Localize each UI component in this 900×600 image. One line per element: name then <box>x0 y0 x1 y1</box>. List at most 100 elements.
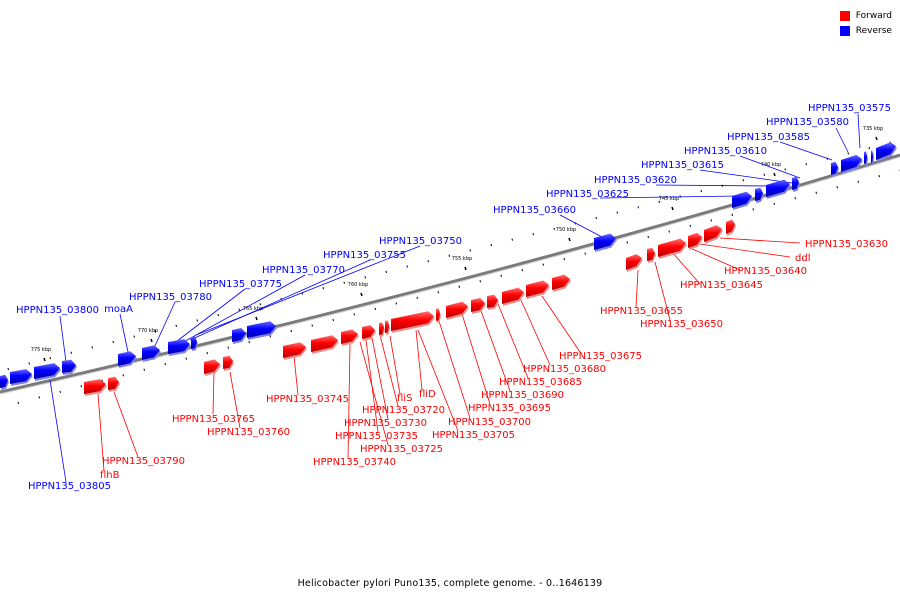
reverse-gene-arrow[interactable] <box>191 336 197 349</box>
forward-gene-label-ddl[interactable]: ddl <box>795 253 810 264</box>
reverse-gene-arrow[interactable] <box>864 151 867 164</box>
forward-gene-arrow[interactable] <box>658 238 686 257</box>
reverse-gene-arrow[interactable] <box>871 150 873 163</box>
forward-gene-arrow[interactable] <box>552 274 570 290</box>
forward-gene-label-hppn135-03735[interactable]: HPPN135_03735 <box>335 431 418 442</box>
forward-gene-label-hppn135-03705[interactable]: HPPN135_03705 <box>432 430 515 441</box>
forward-gene-label-hppn135-03655[interactable]: HPPN135_03655 <box>600 306 683 317</box>
reverse-gene-arrow[interactable] <box>0 374 8 388</box>
reverse-gene-label-hppn135-03660[interactable]: HPPN135_03660 <box>493 205 576 216</box>
forward-gene-label-hppn135-03765[interactable]: HPPN135_03765 <box>172 414 255 425</box>
forward-gene-arrow[interactable] <box>471 298 485 312</box>
minor-tick <box>710 219 712 222</box>
scale-tick-label: 760 kbp <box>348 282 368 288</box>
label-connectors <box>49 113 861 483</box>
minor-tick <box>511 238 513 241</box>
legend: Forward Reverse <box>839 8 892 38</box>
forward-gene-arrow[interactable] <box>379 322 384 335</box>
forward-gene-arrow[interactable] <box>647 247 655 261</box>
forward-gene-arrow[interactable] <box>204 359 220 374</box>
forward-gene-label-hppn135-03640[interactable]: HPPN135_03640 <box>724 266 807 277</box>
forward-gene-arrow[interactable] <box>223 355 233 369</box>
reverse-gene-arrow[interactable] <box>10 369 32 384</box>
reverse-gene-arrow[interactable] <box>168 339 190 354</box>
forward-gene-label-hppn135-03695[interactable]: HPPN135_03695 <box>468 403 551 414</box>
reverse-gene-arrow[interactable] <box>831 161 838 175</box>
reverse-gene-arrow[interactable] <box>792 176 799 190</box>
forward-gene-arrow[interactable] <box>84 379 106 394</box>
forward-gene-label-hppn135-03680[interactable]: HPPN135_03680 <box>523 364 606 375</box>
scale-tick-label: 770 kbp <box>138 328 158 334</box>
reverse-gene-label-hppn135-03805[interactable]: HPPN135_03805 <box>28 481 111 492</box>
forward-gene-label-hppn135-03760[interactable]: HPPN135_03760 <box>207 427 290 438</box>
forward-gene-label-hppn135-03740[interactable]: HPPN135_03740 <box>313 457 396 468</box>
forward-gene-label-hppn135-03690[interactable]: HPPN135_03690 <box>481 390 564 401</box>
forward-gene-label-hppn135-03685[interactable]: HPPN135_03685 <box>499 377 582 388</box>
reverse-gene-label-hppn135-03770[interactable]: HPPN135_03770 <box>262 265 345 276</box>
scale-tick-label: 750 kbp <box>556 227 576 233</box>
minor-tick <box>668 230 670 233</box>
forward-gene-label-hppn135-03650[interactable]: HPPN135_03650 <box>640 319 723 330</box>
reverse-gene-arrow[interactable] <box>755 187 763 201</box>
forward-gene-label-hppn135-03790[interactable]: HPPN135_03790 <box>102 456 185 467</box>
reverse-gene-arrow[interactable] <box>34 363 60 379</box>
forward-gene-label-hppn135-03725[interactable]: HPPN135_03725 <box>360 444 443 455</box>
reverse-gene-arrow[interactable] <box>232 328 246 342</box>
forward-gene-label-hppn135-03700[interactable]: HPPN135_03700 <box>448 417 531 428</box>
forward-gene-label-hppn135-03745[interactable]: HPPN135_03745 <box>266 394 349 405</box>
forward-gene-arrow[interactable] <box>487 294 498 308</box>
forward-gene-label-hppn135-03730[interactable]: HPPN135_03730 <box>344 418 427 429</box>
forward-gene-arrow[interactable] <box>726 219 735 234</box>
forward-gene-arrow[interactable] <box>362 325 375 339</box>
reverse-gene-label-hppn135-03625[interactable]: HPPN135_03625 <box>546 189 629 200</box>
forward-gene-label-flhb[interactable]: flhB <box>100 470 120 481</box>
major-tick <box>568 237 571 242</box>
forward-gene-label-hppn135-03645[interactable]: HPPN135_03645 <box>680 280 763 291</box>
forward-gene-label-flid[interactable]: fliD <box>419 389 436 400</box>
forward-gene-label-hppn135-03675[interactable]: HPPN135_03675 <box>559 351 642 362</box>
forward-gene-arrow[interactable] <box>626 254 642 270</box>
forward-gene-label-hppn135-03720[interactable]: HPPN135_03720 <box>362 405 445 416</box>
reverse-gene-label-hppn135-03575[interactable]: HPPN135_03575 <box>808 103 891 114</box>
reverse-gene-arrow[interactable] <box>841 154 862 172</box>
forward-gene-label-flis[interactable]: fliS <box>397 393 412 404</box>
reverse-gene-arrow[interactable] <box>732 191 752 208</box>
forward-gene-arrow[interactable] <box>526 280 549 297</box>
forward-gene-arrow[interactable] <box>436 308 440 321</box>
reverse-gene-label-hppn135-03750[interactable]: HPPN135_03750 <box>379 236 462 247</box>
reverse-gene-connector <box>59 315 67 363</box>
forward-gene-arrow[interactable] <box>108 376 119 390</box>
reverse-gene-arrow[interactable] <box>766 179 790 197</box>
reverse-gene-arrow[interactable] <box>62 359 76 373</box>
forward-gene-arrow[interactable] <box>311 335 338 352</box>
reverse-gene-arrow[interactable] <box>142 345 160 360</box>
reverse-gene-arrow[interactable] <box>118 351 136 366</box>
forward-gene-arrow[interactable] <box>391 311 434 331</box>
reverse-gene-label-hppn135-03755[interactable]: HPPN135_03755 <box>323 250 406 261</box>
forward-gene-arrow[interactable] <box>283 342 306 358</box>
reverse-gene-label-moaa[interactable]: moaA <box>104 304 133 315</box>
forward-gene-arrow[interactable] <box>688 232 702 248</box>
forward-gene-arrow[interactable] <box>446 301 468 318</box>
forward-gene-connector <box>347 343 351 459</box>
reverse-gene-label-hppn135-03800[interactable]: HPPN135_03800 <box>16 305 99 316</box>
forward-gene-arrow[interactable] <box>502 287 524 304</box>
reverse-gene-label-hppn135-03620[interactable]: HPPN135_03620 <box>594 175 677 186</box>
reverse-gene-label-hppn135-03580[interactable]: HPPN135_03580 <box>766 117 849 128</box>
reverse-gene-arrow[interactable] <box>247 321 276 338</box>
reverse-gene-label-hppn135-03610[interactable]: HPPN135_03610 <box>684 146 767 157</box>
reverse-gene-label-hppn135-03775[interactable]: HPPN135_03775 <box>199 279 282 290</box>
reverse-gene-arrow[interactable] <box>594 233 616 250</box>
reverse-gene-label-hppn135-03615[interactable]: HPPN135_03615 <box>641 160 724 171</box>
major-tick <box>150 338 153 343</box>
reverse-gene-label-hppn135-03585[interactable]: HPPN135_03585 <box>727 132 810 143</box>
forward-gene-arrow[interactable] <box>704 225 722 242</box>
reverse-gene-label-hppn135-03780[interactable]: HPPN135_03780 <box>129 292 212 303</box>
minor-tick <box>637 206 639 209</box>
forward-gene-connector <box>229 371 241 429</box>
forward-gene-arrow[interactable] <box>385 320 389 333</box>
forward-gene-label-hppn135-03630[interactable]: HPPN135_03630 <box>805 239 888 250</box>
reverse-gene-arrow[interactable] <box>876 142 896 160</box>
forward-gene-arrow[interactable] <box>341 329 358 344</box>
minor-tick <box>28 362 30 365</box>
